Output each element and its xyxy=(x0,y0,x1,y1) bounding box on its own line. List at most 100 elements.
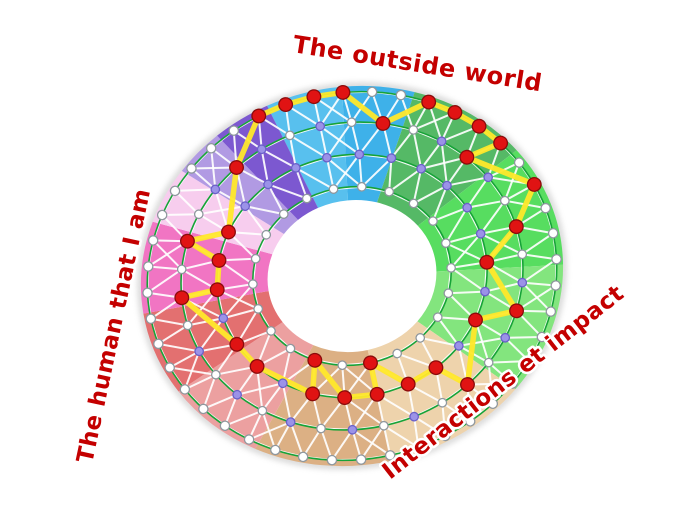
red-node[interactable] xyxy=(508,303,524,319)
node[interactable] xyxy=(142,287,153,299)
node[interactable] xyxy=(328,184,339,194)
node[interactable] xyxy=(523,355,535,367)
node[interactable] xyxy=(256,144,267,155)
red-node[interactable] xyxy=(526,176,542,192)
node[interactable] xyxy=(354,149,365,160)
node[interactable] xyxy=(218,313,229,324)
node[interactable] xyxy=(198,403,209,415)
node[interactable] xyxy=(355,454,367,465)
node[interactable] xyxy=(443,288,454,299)
red-node[interactable] xyxy=(493,135,509,151)
node[interactable] xyxy=(205,143,217,154)
node[interactable] xyxy=(378,420,389,431)
red-node[interactable] xyxy=(508,219,524,235)
red-node[interactable] xyxy=(228,159,244,175)
node[interactable] xyxy=(219,420,231,431)
node[interactable] xyxy=(266,326,276,336)
node[interactable] xyxy=(453,341,464,351)
node[interactable] xyxy=(164,362,175,373)
node[interactable] xyxy=(248,279,258,289)
node[interactable] xyxy=(147,235,159,246)
red-node[interactable] xyxy=(278,97,294,113)
node[interactable] xyxy=(499,195,510,206)
node[interactable] xyxy=(277,378,288,389)
node[interactable] xyxy=(386,153,397,163)
node[interactable] xyxy=(290,163,301,173)
node[interactable] xyxy=(440,238,451,248)
node[interactable] xyxy=(322,152,332,163)
node[interactable] xyxy=(186,163,197,174)
node[interactable] xyxy=(284,130,295,141)
node[interactable] xyxy=(483,357,494,368)
node[interactable] xyxy=(408,198,419,209)
red-node[interactable] xyxy=(369,386,385,402)
node[interactable] xyxy=(464,416,476,427)
node[interactable] xyxy=(462,202,473,213)
node[interactable] xyxy=(487,398,499,409)
node[interactable] xyxy=(483,172,494,183)
node[interactable] xyxy=(408,125,419,135)
node[interactable] xyxy=(182,320,193,331)
node[interactable] xyxy=(346,117,357,128)
node[interactable] xyxy=(517,249,528,260)
node[interactable] xyxy=(409,411,420,422)
node[interactable] xyxy=(243,434,255,445)
node[interactable] xyxy=(257,405,268,416)
node[interactable] xyxy=(301,193,312,204)
node[interactable] xyxy=(176,264,187,275)
node[interactable] xyxy=(507,378,518,389)
node[interactable] xyxy=(517,277,528,288)
node[interactable] xyxy=(278,209,289,219)
red-node[interactable] xyxy=(428,360,444,376)
node[interactable] xyxy=(413,442,424,453)
node[interactable] xyxy=(540,202,551,214)
red-node[interactable] xyxy=(229,336,245,352)
node[interactable] xyxy=(253,304,264,314)
red-node[interactable] xyxy=(467,312,483,328)
node[interactable] xyxy=(285,343,296,354)
node[interactable] xyxy=(536,331,548,343)
node[interactable] xyxy=(194,346,205,357)
node[interactable] xyxy=(315,121,326,132)
red-node[interactable] xyxy=(421,94,437,110)
node[interactable] xyxy=(547,227,559,239)
node[interactable] xyxy=(551,253,562,265)
node[interactable] xyxy=(210,184,221,195)
node[interactable] xyxy=(550,280,561,291)
red-node[interactable] xyxy=(362,355,378,371)
red-node[interactable] xyxy=(220,224,236,240)
node[interactable] xyxy=(439,430,451,442)
node[interactable] xyxy=(545,306,557,317)
node[interactable] xyxy=(169,185,181,197)
node[interactable] xyxy=(415,333,426,343)
node[interactable] xyxy=(156,209,168,221)
node[interactable] xyxy=(432,312,443,323)
red-node[interactable] xyxy=(251,108,267,124)
node[interactable] xyxy=(143,261,154,272)
red-node[interactable] xyxy=(209,282,225,298)
node[interactable] xyxy=(446,263,456,273)
red-node[interactable] xyxy=(479,254,495,270)
node[interactable] xyxy=(297,451,309,463)
red-node[interactable] xyxy=(211,252,227,268)
red-node[interactable] xyxy=(305,386,321,402)
red-node[interactable] xyxy=(459,376,475,392)
node[interactable] xyxy=(337,360,348,371)
red-node[interactable] xyxy=(174,290,190,306)
red-node[interactable] xyxy=(179,233,195,249)
red-node[interactable] xyxy=(459,149,475,165)
node[interactable] xyxy=(145,313,157,325)
red-node[interactable] xyxy=(471,118,487,134)
red-node[interactable] xyxy=(337,390,353,406)
node[interactable] xyxy=(179,384,191,395)
node[interactable] xyxy=(250,253,261,264)
red-node[interactable] xyxy=(375,115,391,131)
node[interactable] xyxy=(384,450,396,461)
node[interactable] xyxy=(356,181,367,192)
node[interactable] xyxy=(240,201,251,211)
node[interactable] xyxy=(347,424,358,435)
node[interactable] xyxy=(436,136,447,147)
node[interactable] xyxy=(285,417,296,427)
node[interactable] xyxy=(428,216,438,226)
node[interactable] xyxy=(210,369,221,380)
